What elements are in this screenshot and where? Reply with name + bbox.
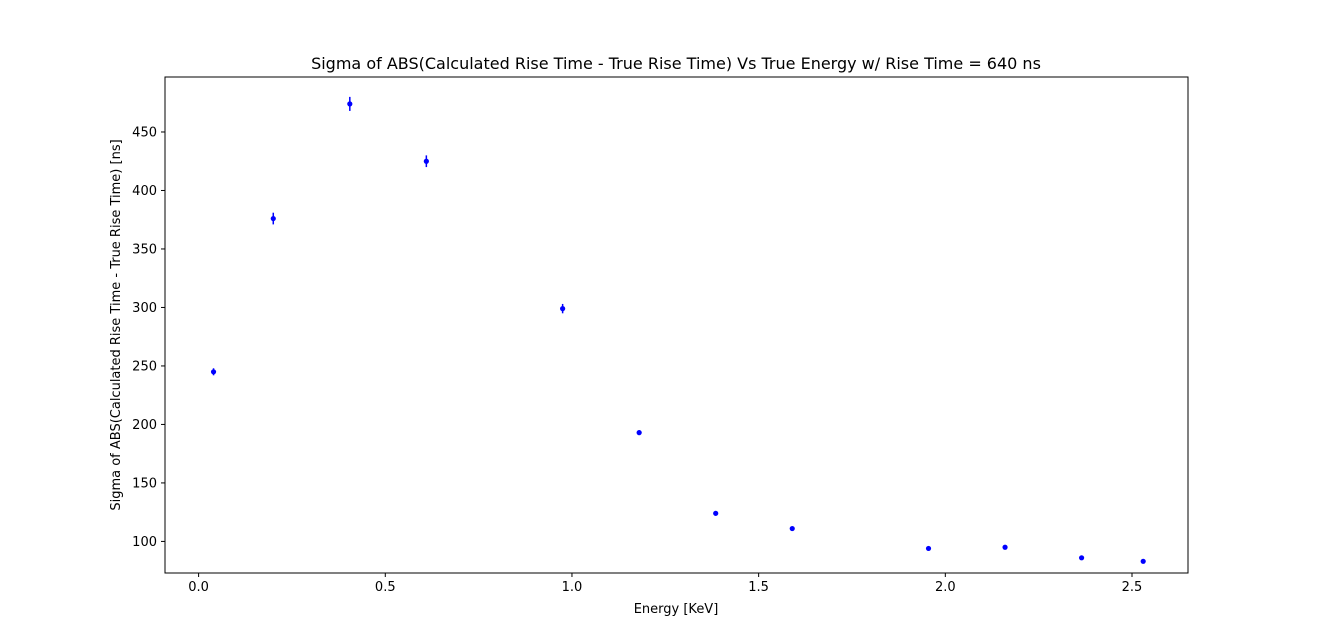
x-tick-label: 2.5: [1122, 580, 1143, 595]
y-axis-label: Sigma of ABS(Calculated Rise Time - True…: [109, 139, 124, 510]
x-tick-label: 2.0: [935, 580, 956, 595]
data-point: [347, 101, 353, 107]
y-tick-label: 400: [132, 184, 157, 199]
data-point: [1140, 558, 1146, 564]
data-point: [636, 430, 642, 436]
y-tick-label: 100: [132, 535, 157, 550]
chart-title: Sigma of ABS(Calculated Rise Time - True…: [311, 54, 1041, 73]
y-tick-label: 450: [132, 125, 157, 140]
plot-frame: [164, 76, 1189, 574]
plot-area: [164, 76, 1189, 574]
x-tick-label: 1.5: [748, 580, 769, 595]
data-point: [1078, 555, 1085, 561]
data-point: [210, 369, 217, 375]
x-axis-label: Energy [KeV]: [634, 602, 719, 617]
x-tick-label: 1.0: [562, 580, 583, 595]
data-point: [560, 306, 566, 312]
y-tick-label: 300: [132, 301, 157, 316]
y-tick-label: 350: [132, 242, 157, 257]
data-series: [210, 96, 1146, 564]
data-point: [270, 215, 276, 222]
data-point: [925, 545, 932, 552]
y-tick-label: 150: [132, 476, 157, 491]
data-point: [423, 158, 429, 164]
data-point: [713, 510, 719, 516]
data-point: [789, 525, 795, 532]
y-tick-label: 200: [132, 418, 157, 433]
x-tick-label: 0.5: [375, 580, 396, 595]
x-tick-label: 0.0: [188, 580, 209, 595]
x-axis: 0.0 0.5 1.0 1.5 2.0 2.5: [188, 573, 1142, 595]
y-axis: 100 150 200 250 300 350 400 450: [132, 125, 165, 550]
data-point: [1002, 544, 1008, 550]
y-tick-label: 250: [132, 359, 157, 374]
